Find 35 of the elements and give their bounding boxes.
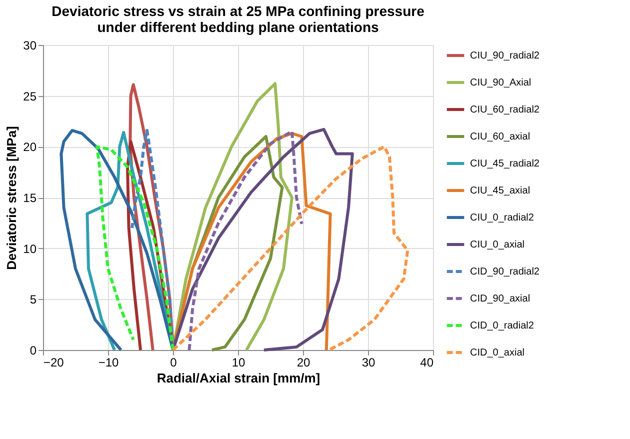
legend-label: CIU_0_radial2: [470, 212, 534, 224]
legend-label: CIU_45_radial2: [470, 158, 540, 170]
y-axis-title: Deviatoric stress [MPa]: [4, 126, 20, 270]
x-tick-label: −20: [44, 356, 64, 370]
x-tick-label: 30: [362, 356, 376, 370]
legend-label: CIU_90_Axial: [470, 78, 532, 88]
x-tick-label: 10: [232, 356, 246, 370]
legend-label: CID_90_radial2: [470, 266, 540, 278]
text: under different bedding plane orientations: [97, 19, 379, 35]
line-series: [60, 128, 174, 352]
y-tick-label: 25: [23, 89, 37, 104]
y-tick-label: 10: [23, 242, 37, 256]
legend-label: CIU_90_radial2: [470, 50, 540, 62]
y-tick-label: 0: [30, 344, 37, 358]
x-tick-label: 40: [420, 356, 434, 370]
y-tick-label: 30: [23, 38, 37, 52]
line-series: [95, 145, 174, 352]
y-tick-label: 5: [30, 292, 37, 307]
legend-label: CID_90_axial: [470, 294, 530, 304]
legend-label: CIU_45_axial: [470, 186, 530, 196]
x-tick-label: 0: [170, 356, 178, 370]
legend-label: CIU_0_axial: [470, 240, 524, 250]
legend-label: CIU_60_radial2: [470, 104, 540, 116]
line-series: [172, 145, 410, 352]
x-tick-label: −10: [98, 356, 119, 370]
x-tick-label: 20: [296, 356, 310, 370]
legend-label: CIU_60_axial: [470, 132, 530, 142]
line-series: [188, 130, 304, 352]
y-tick-label: 20: [23, 140, 37, 154]
x-axis-title: Radial/Axial strain [mm/m]: [156, 370, 320, 386]
legend-label: CID_0_axial: [470, 348, 524, 358]
y-tick-label: 15: [23, 191, 37, 205]
line-series: [172, 82, 294, 352]
legend-label: CID_0_radial2: [470, 320, 534, 332]
text: Deviatoric stress vs strain at 25 MPa confining pressure: [52, 3, 424, 19]
